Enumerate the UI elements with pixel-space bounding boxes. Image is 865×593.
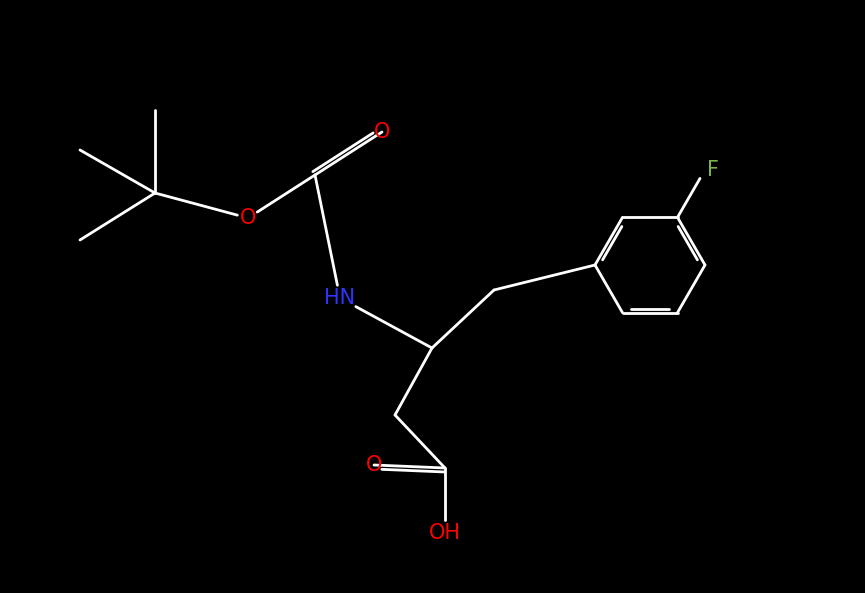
Text: HN: HN: [324, 288, 356, 308]
Text: O: O: [374, 122, 390, 142]
Text: O: O: [240, 208, 256, 228]
Text: F: F: [707, 160, 719, 180]
Text: O: O: [366, 455, 382, 475]
Text: OH: OH: [429, 523, 461, 543]
